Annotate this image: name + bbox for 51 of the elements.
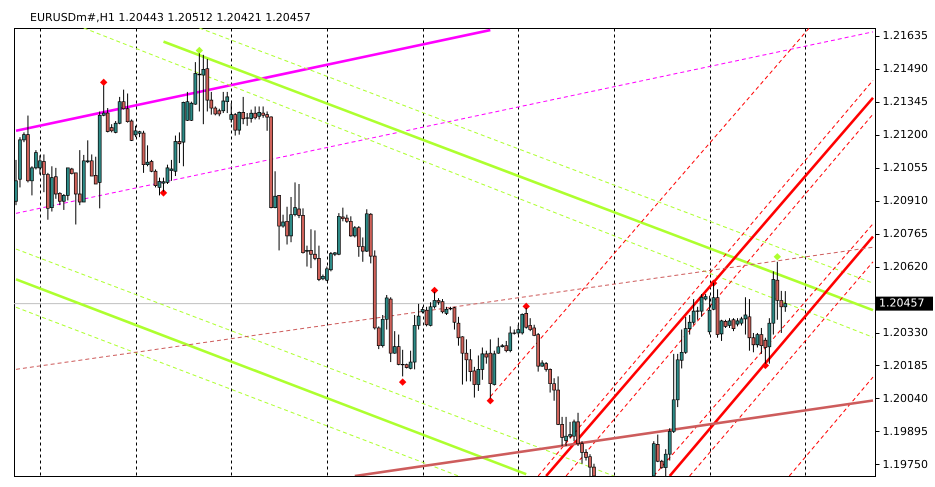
point <box>522 302 530 310</box>
y-tick-label: 1.21635 <box>882 29 928 42</box>
candlestick <box>692 298 696 326</box>
candlestick <box>756 332 760 348</box>
y-tick-label: 1.21200 <box>882 128 928 142</box>
candlestick <box>74 172 78 225</box>
candlestick <box>249 109 253 124</box>
point <box>398 378 406 386</box>
candlestick <box>760 327 764 354</box>
candlestick <box>464 338 468 382</box>
candlestick <box>572 419 576 442</box>
y-tick-label: 1.20765 <box>882 227 928 240</box>
y-tick-label: 1.20620 <box>882 260 928 274</box>
candlestick <box>349 216 353 238</box>
candlestick <box>400 349 404 377</box>
candlestick <box>356 226 361 258</box>
candlestick <box>106 108 110 133</box>
candlestick <box>732 318 736 332</box>
candlestick <box>728 318 732 328</box>
ref-line-label: 1.20457 <box>879 296 924 310</box>
candlestick <box>225 91 230 114</box>
candlestick <box>564 416 568 446</box>
candlestick <box>257 106 261 120</box>
candlestick <box>748 298 752 352</box>
y-tick-label: 1.21055 <box>882 161 928 174</box>
point <box>196 46 204 54</box>
y-tick-label: 1.19750 <box>882 458 928 471</box>
point <box>774 253 782 260</box>
point <box>762 362 770 370</box>
point <box>160 189 168 197</box>
candlestick <box>508 326 512 353</box>
y-tick-label: 1.20910 <box>882 194 928 208</box>
candlestick <box>700 294 704 318</box>
y-tick-label: 1.20330 <box>882 326 928 340</box>
y-tick-label: 1.20185 <box>882 358 928 372</box>
candlestick <box>202 54 206 125</box>
candlestick <box>285 206 289 245</box>
y-tick-label: 1.21345 <box>882 95 928 108</box>
y-tick-label: 1.19895 <box>882 424 928 438</box>
candlestick <box>245 112 250 126</box>
point <box>430 286 438 294</box>
chart-title: EURUSDm#,H1 1.20443 1.20512 1.20421 1.20457 <box>30 11 311 24</box>
candlestick <box>253 106 257 120</box>
candlestick <box>309 228 313 269</box>
y-tick-label: 1.20040 <box>882 392 928 405</box>
candlestick <box>440 298 444 314</box>
point <box>486 397 494 404</box>
y-tick-label: 1.21490 <box>882 62 928 76</box>
candlestick <box>221 91 226 114</box>
candlestick <box>776 261 780 320</box>
point <box>100 78 108 86</box>
